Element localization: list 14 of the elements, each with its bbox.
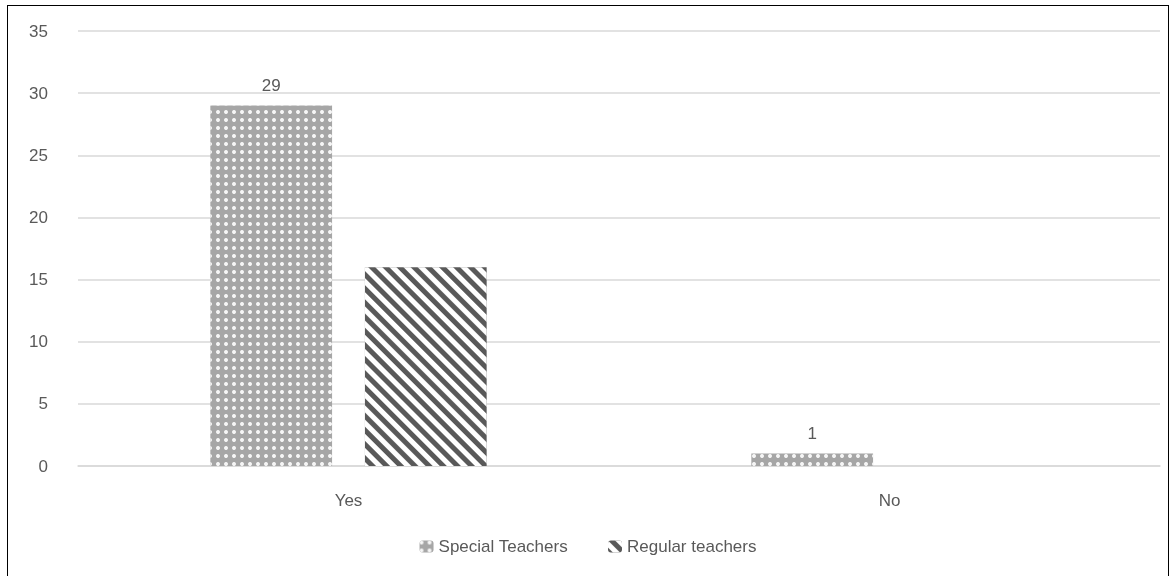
y-tick-label: 15: [29, 270, 48, 290]
data-label: 29: [261, 75, 281, 95]
x-tick-label: No: [878, 491, 901, 510]
y-tick-label: 0: [38, 456, 48, 476]
legend-label: Regular teachers: [627, 537, 757, 556]
y-tick-label: 10: [29, 332, 48, 352]
y-tick-label: 35: [29, 21, 48, 41]
y-tick-label: 5: [38, 394, 48, 414]
y-tick-label: 25: [29, 145, 48, 165]
y-tick-label: 30: [29, 83, 48, 103]
y-tick-label: 20: [29, 207, 48, 227]
legend-label: Special Teachers: [438, 537, 568, 556]
x-tick-label: Yes: [334, 491, 363, 510]
data-label: 1: [807, 423, 817, 443]
